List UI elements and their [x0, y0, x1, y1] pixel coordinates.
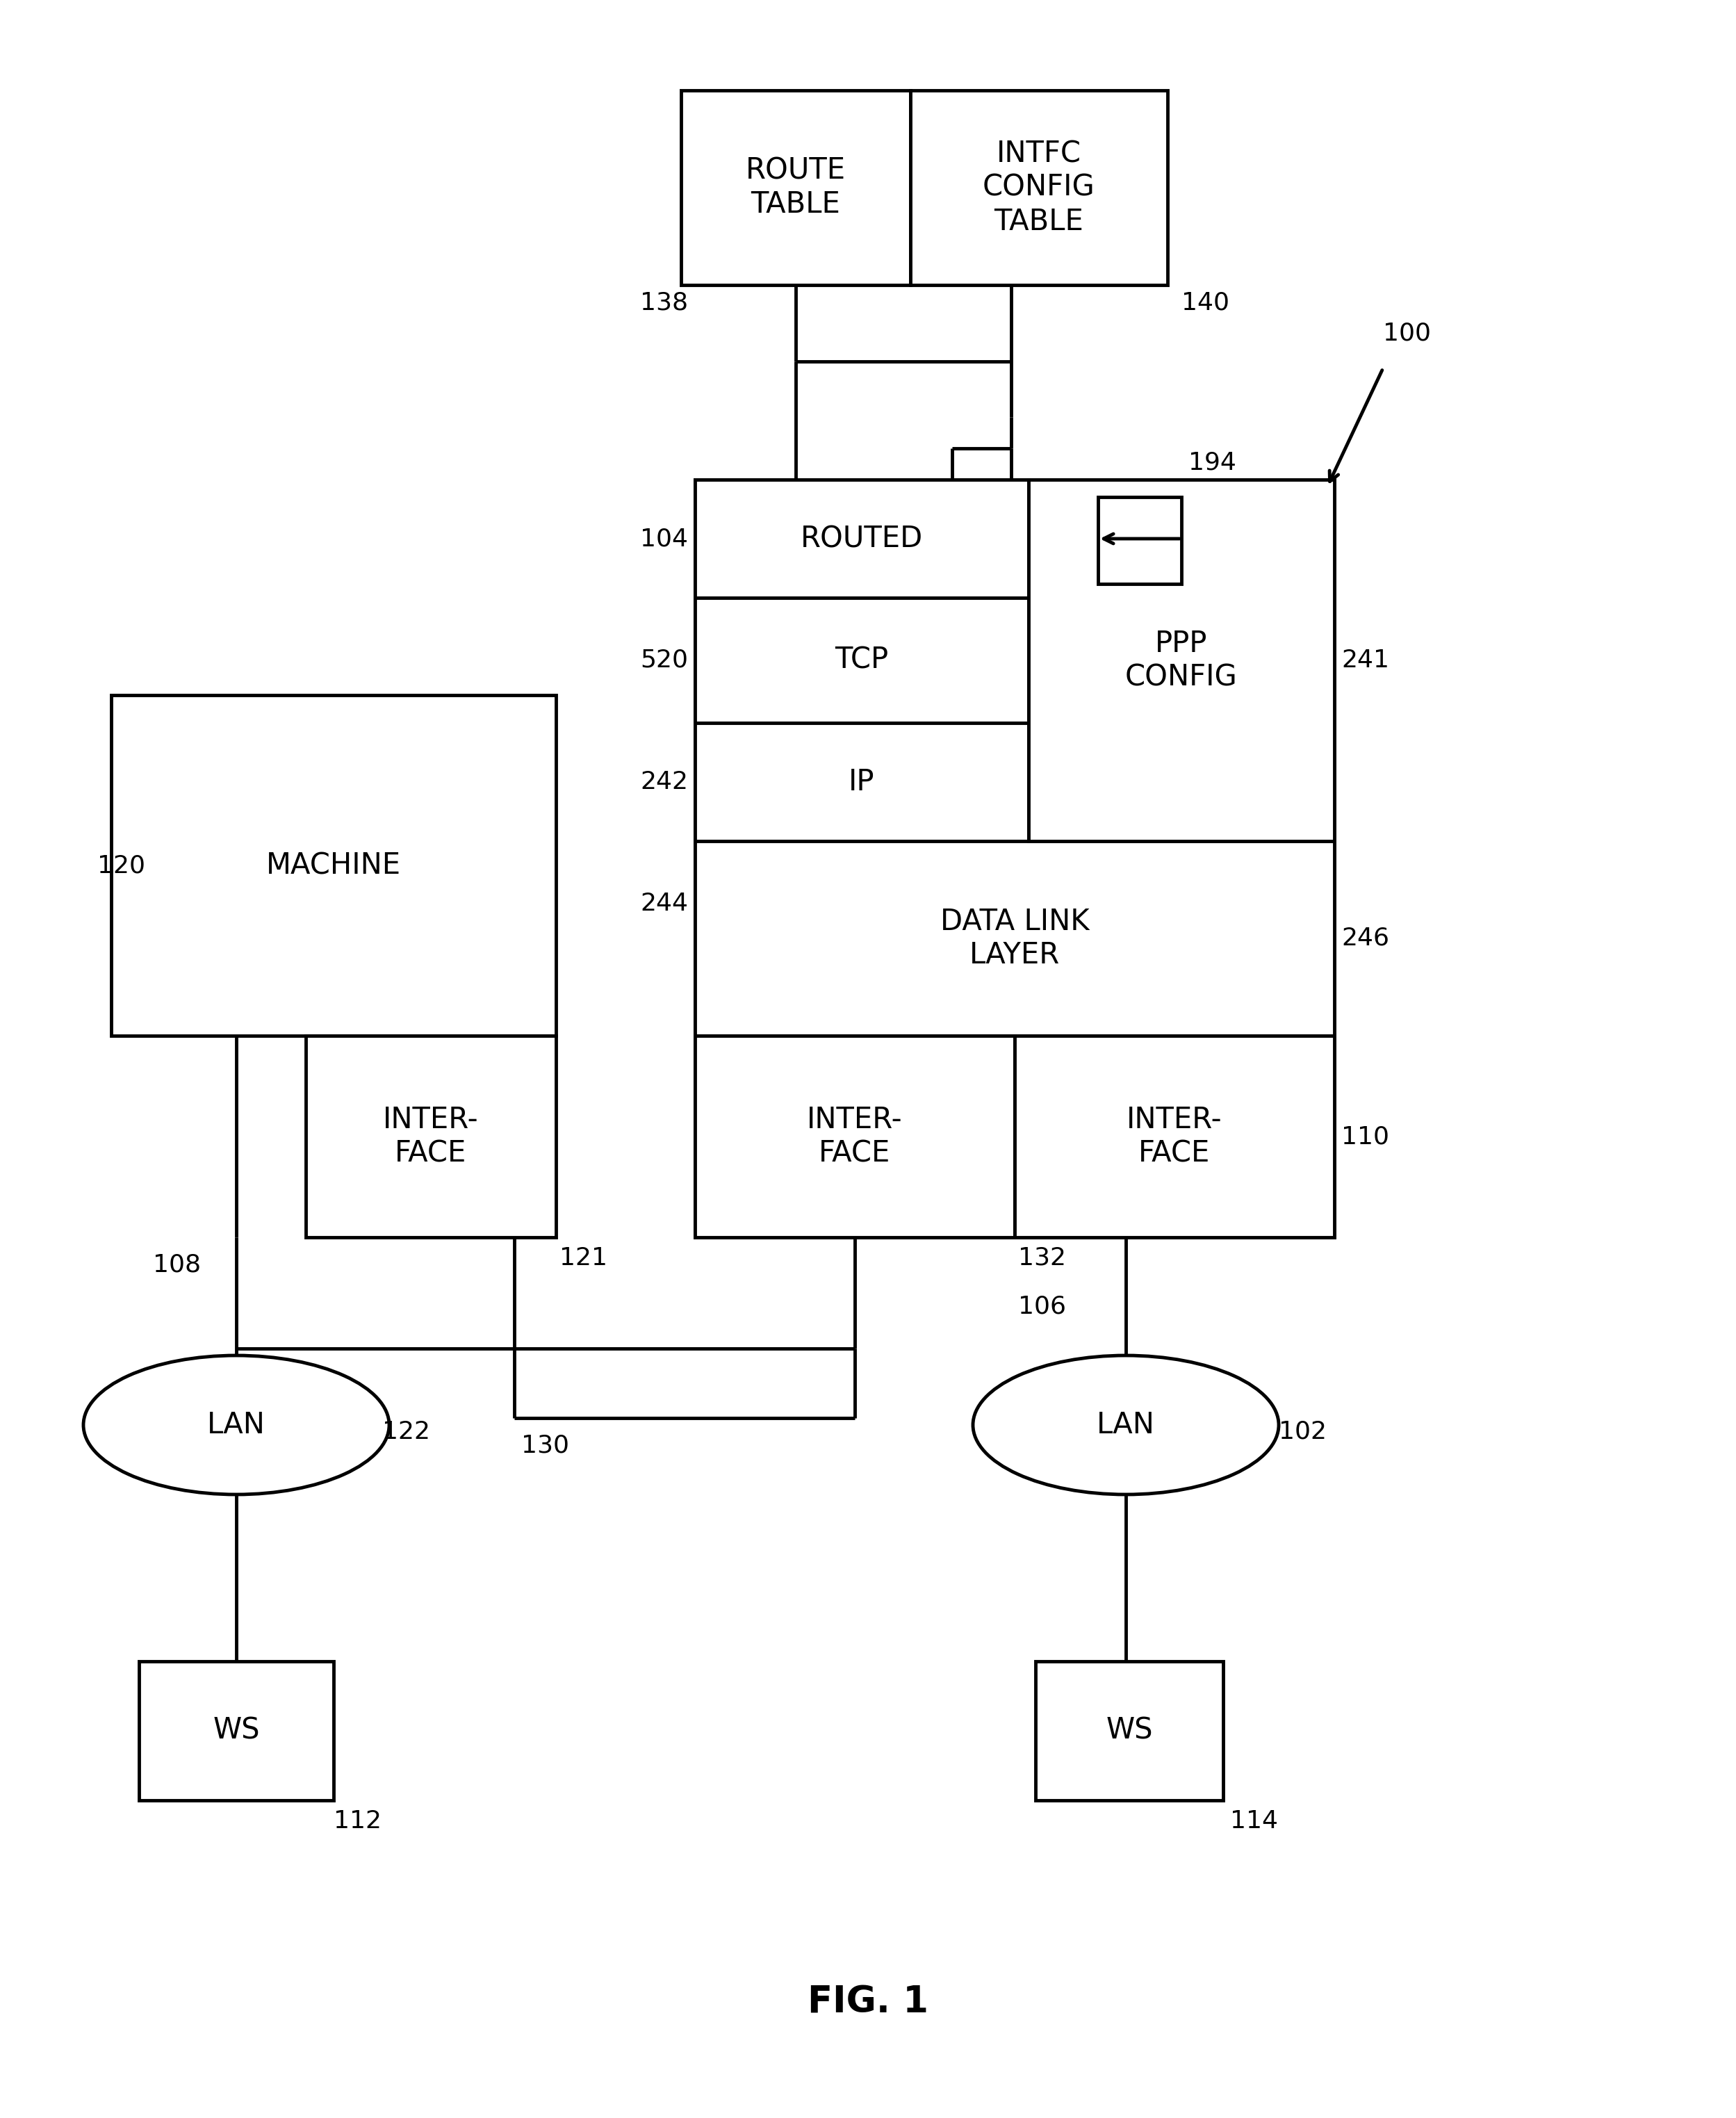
Text: INTFC
CONFIG
TABLE: INTFC CONFIG TABLE: [983, 140, 1095, 235]
Bar: [306, 1036, 556, 1237]
Text: ROUTED: ROUTED: [800, 523, 924, 553]
Text: IP: IP: [849, 767, 875, 796]
Bar: [1014, 1036, 1335, 1237]
Ellipse shape: [972, 1356, 1279, 1495]
Text: 104: 104: [641, 527, 687, 551]
Text: 114: 114: [1231, 1809, 1278, 1832]
Text: 112: 112: [333, 1809, 382, 1832]
Text: INTER-
FACE: INTER- FACE: [807, 1106, 903, 1167]
Bar: [1035, 1661, 1224, 1800]
Bar: [694, 722, 1028, 841]
Bar: [910, 91, 1168, 286]
Bar: [694, 1036, 1014, 1237]
Text: ROUTE
TABLE: ROUTE TABLE: [746, 157, 845, 218]
Text: INTER-
FACE: INTER- FACE: [1127, 1106, 1222, 1167]
Text: 246: 246: [1342, 926, 1389, 951]
Text: DATA LINK
LAYER: DATA LINK LAYER: [941, 907, 1088, 970]
Text: WS: WS: [1106, 1716, 1153, 1745]
Bar: [1028, 479, 1335, 841]
Bar: [694, 597, 1028, 722]
Text: 108: 108: [153, 1254, 201, 1277]
Text: 120: 120: [97, 854, 146, 877]
Bar: [139, 1661, 333, 1800]
Text: 242: 242: [641, 771, 687, 794]
Text: TCP: TCP: [835, 646, 889, 676]
Text: 130: 130: [521, 1434, 569, 1457]
Text: 106: 106: [1017, 1294, 1066, 1320]
Text: INTER-
FACE: INTER- FACE: [384, 1106, 479, 1167]
Bar: [681, 91, 910, 286]
Text: 102: 102: [1279, 1419, 1326, 1444]
Text: 520: 520: [641, 648, 687, 671]
Text: 110: 110: [1342, 1125, 1389, 1148]
Text: 138: 138: [641, 290, 687, 313]
Text: MACHINE: MACHINE: [266, 851, 401, 879]
Bar: [694, 479, 1335, 1237]
Text: WS: WS: [214, 1716, 260, 1745]
Bar: [694, 841, 1335, 1036]
Text: 122: 122: [382, 1419, 431, 1444]
Text: 241: 241: [1342, 648, 1389, 671]
Bar: [1099, 498, 1182, 585]
Text: 140: 140: [1182, 290, 1229, 313]
Text: LAN: LAN: [207, 1411, 266, 1440]
Bar: [694, 479, 1028, 597]
Text: 132: 132: [1017, 1245, 1066, 1271]
Text: 121: 121: [559, 1245, 608, 1271]
Text: FIG. 1: FIG. 1: [807, 1985, 929, 2021]
Bar: [111, 695, 556, 1036]
Text: LAN: LAN: [1097, 1411, 1154, 1440]
Text: PPP
CONFIG: PPP CONFIG: [1125, 629, 1238, 693]
Text: 100: 100: [1384, 322, 1430, 345]
Text: 244: 244: [641, 892, 687, 915]
Text: 194: 194: [1189, 451, 1236, 474]
Ellipse shape: [83, 1356, 389, 1495]
